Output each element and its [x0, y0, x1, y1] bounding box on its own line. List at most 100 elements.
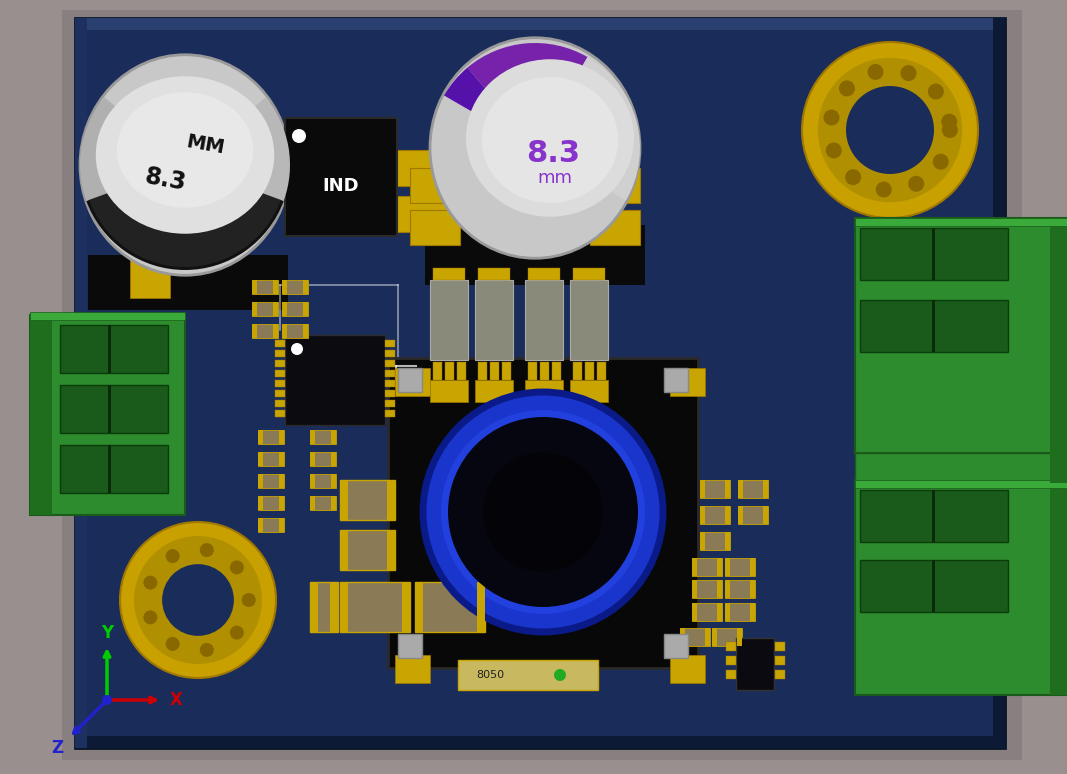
Bar: [258, 430, 284, 444]
Bar: [860, 490, 1008, 542]
Bar: [385, 350, 395, 357]
Bar: [724, 532, 730, 550]
Bar: [278, 474, 284, 488]
Bar: [410, 168, 460, 203]
Bar: [692, 603, 697, 621]
Bar: [303, 280, 308, 294]
Bar: [763, 480, 768, 498]
Bar: [385, 340, 395, 347]
Bar: [860, 560, 1008, 612]
Bar: [712, 628, 742, 646]
Bar: [855, 218, 1067, 453]
Bar: [860, 228, 1008, 280]
Bar: [60, 325, 168, 373]
Circle shape: [901, 65, 917, 81]
Bar: [258, 452, 262, 466]
Bar: [282, 302, 308, 316]
Bar: [670, 368, 705, 396]
Bar: [331, 430, 336, 444]
Circle shape: [928, 84, 944, 100]
Bar: [108, 325, 111, 373]
Bar: [340, 530, 348, 570]
Bar: [700, 480, 730, 498]
Bar: [700, 506, 730, 524]
Wedge shape: [86, 165, 284, 270]
Bar: [282, 324, 308, 338]
Bar: [282, 302, 287, 316]
Ellipse shape: [430, 38, 640, 259]
Bar: [726, 642, 736, 651]
Bar: [310, 452, 336, 466]
Circle shape: [826, 142, 842, 159]
Circle shape: [165, 549, 179, 563]
Bar: [670, 655, 705, 683]
Bar: [278, 452, 284, 466]
Bar: [252, 302, 278, 316]
Bar: [385, 390, 395, 397]
Bar: [340, 530, 395, 570]
Bar: [62, 10, 1022, 760]
Bar: [310, 582, 318, 632]
Bar: [30, 315, 185, 515]
Text: X: X: [170, 691, 182, 709]
Bar: [245, 256, 283, 288]
Bar: [717, 603, 722, 621]
Bar: [285, 118, 397, 236]
Bar: [285, 335, 385, 425]
Bar: [664, 634, 688, 658]
Bar: [273, 302, 278, 316]
Ellipse shape: [481, 77, 618, 203]
Circle shape: [165, 637, 179, 651]
Bar: [252, 280, 278, 294]
Bar: [385, 370, 395, 377]
Bar: [397, 196, 447, 232]
Bar: [738, 506, 743, 524]
Bar: [724, 480, 730, 498]
Ellipse shape: [466, 60, 634, 217]
Bar: [75, 18, 1005, 748]
Bar: [750, 558, 755, 576]
Bar: [258, 518, 284, 532]
Bar: [340, 480, 348, 520]
Bar: [385, 410, 395, 417]
Bar: [387, 530, 395, 570]
Bar: [425, 225, 644, 285]
Bar: [275, 370, 285, 377]
Bar: [724, 558, 730, 576]
Bar: [993, 18, 1005, 748]
Bar: [387, 480, 395, 520]
Wedge shape: [80, 98, 185, 201]
Circle shape: [229, 560, 244, 574]
Bar: [750, 580, 755, 598]
Bar: [331, 496, 336, 510]
Bar: [717, 580, 722, 598]
Circle shape: [448, 417, 638, 607]
Bar: [475, 280, 513, 360]
Bar: [278, 496, 284, 510]
Wedge shape: [444, 67, 535, 148]
Bar: [478, 362, 487, 380]
Circle shape: [908, 176, 924, 192]
Bar: [310, 496, 336, 510]
Bar: [433, 362, 442, 380]
Circle shape: [200, 543, 213, 557]
Circle shape: [483, 452, 603, 572]
Bar: [573, 268, 605, 280]
Circle shape: [867, 64, 883, 80]
Bar: [252, 324, 278, 338]
Bar: [87, 255, 288, 310]
Bar: [30, 315, 52, 515]
Circle shape: [839, 80, 855, 97]
Bar: [700, 532, 705, 550]
Bar: [278, 518, 284, 532]
Circle shape: [162, 564, 234, 636]
Bar: [388, 358, 698, 668]
Bar: [30, 312, 185, 320]
Bar: [590, 168, 640, 203]
Bar: [475, 380, 513, 402]
Circle shape: [242, 593, 256, 607]
Bar: [331, 474, 336, 488]
Bar: [724, 580, 730, 598]
Bar: [775, 670, 785, 679]
Bar: [430, 380, 468, 402]
